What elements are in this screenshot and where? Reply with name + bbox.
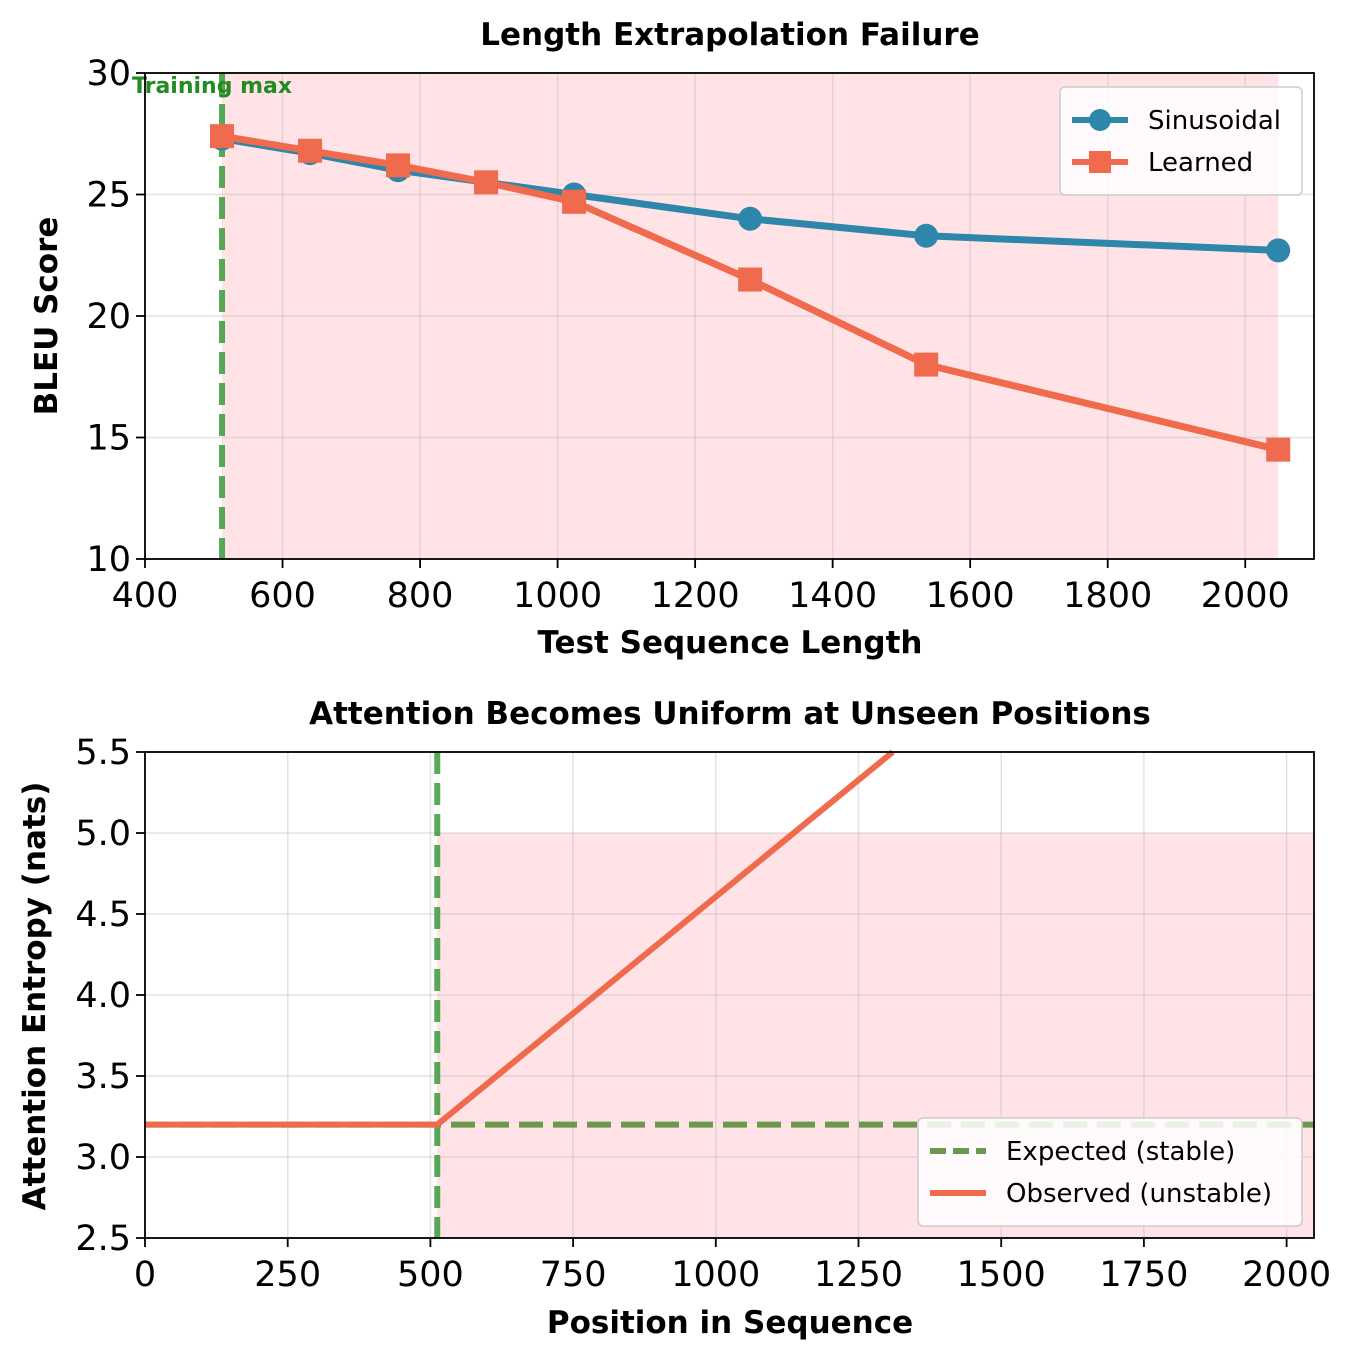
y-axis-label: Attention Entropy (nats) — [17, 782, 53, 1211]
x-tick-label: 800 — [387, 576, 454, 616]
data-point — [738, 267, 763, 292]
data-point — [386, 153, 411, 178]
entropy-chart: Attention Becomes Uniform at Unseen Posi… — [17, 696, 1331, 1341]
x-tick-label: 1200 — [651, 576, 740, 616]
x-tick-label: 1000 — [513, 576, 602, 616]
y-tick-label: 2.5 — [75, 1219, 131, 1259]
y-tick-label: 15 — [86, 419, 131, 459]
y-tick-label: 3.5 — [75, 1057, 131, 1097]
y-tick-label: 5.5 — [75, 733, 131, 773]
training-max-label: Training max — [132, 74, 292, 99]
x-tick-label: 400 — [112, 576, 179, 616]
data-point — [738, 206, 763, 231]
x-tick-label: 1400 — [788, 576, 877, 616]
y-tick-label: 30 — [86, 54, 131, 94]
x-tick-label: 1250 — [814, 1255, 903, 1295]
y-tick-label: 25 — [86, 176, 131, 216]
x-tick-label: 600 — [249, 576, 316, 616]
x-tick-label: 750 — [540, 1255, 607, 1295]
y-axis-label: BLEU Score — [29, 217, 65, 416]
plot-frame — [144, 72, 1315, 560]
data-point — [1266, 437, 1291, 462]
data-point — [562, 189, 587, 214]
series-line-observed-unstable — [145, 749, 895, 1128]
data-point — [914, 223, 939, 248]
data-point — [914, 352, 939, 377]
x-tick-label: 1000 — [671, 1255, 760, 1295]
x-axis-label: Test Sequence Length — [538, 625, 923, 661]
legend-label: Sinusoidal — [1148, 106, 1281, 136]
legend-label: Observed (unstable) — [1006, 1179, 1272, 1209]
data-point — [1266, 238, 1291, 263]
x-tick-label: 1600 — [926, 576, 1015, 616]
y-tick-label: 5.0 — [75, 814, 131, 854]
legend — [1059, 86, 1303, 196]
x-tick-label: 1750 — [1099, 1255, 1188, 1295]
y-tick-label: 3.0 — [75, 1138, 131, 1178]
bleu-chart: Length Extrapolation Failure Training ma… — [29, 17, 1315, 661]
x-tick-label: 250 — [254, 1255, 321, 1295]
chart-title: Attention Becomes Uniform at Unseen Posi… — [309, 696, 1151, 732]
legend-label: Expected (stable) — [1006, 1137, 1235, 1167]
x-tick-label: 500 — [397, 1255, 464, 1295]
data-point — [298, 138, 323, 163]
data-point — [210, 124, 235, 149]
legend-marker — [1089, 151, 1111, 173]
x-tick-label: 2000 — [1201, 576, 1290, 616]
x-tick-label: 1800 — [1063, 576, 1152, 616]
legend — [917, 1117, 1303, 1227]
data-point — [474, 170, 499, 195]
y-tick-label: 4.5 — [75, 895, 131, 935]
x-tick-label: 2000 — [1242, 1255, 1331, 1295]
x-axis-label: Position in Sequence — [547, 1305, 913, 1341]
x-tick-label: 1500 — [957, 1255, 1046, 1295]
y-tick-label: 10 — [86, 540, 131, 580]
x-tick-label: 0 — [134, 1255, 156, 1295]
series-line-learned — [221, 132, 1280, 454]
legend-label: Learned — [1148, 148, 1253, 178]
legend-marker — [1089, 109, 1111, 131]
y-tick-label: 4.0 — [75, 976, 131, 1016]
y-tick-label: 20 — [86, 297, 131, 337]
chart-title: Length Extrapolation Failure — [480, 17, 979, 53]
plot-frame — [144, 751, 1315, 1239]
